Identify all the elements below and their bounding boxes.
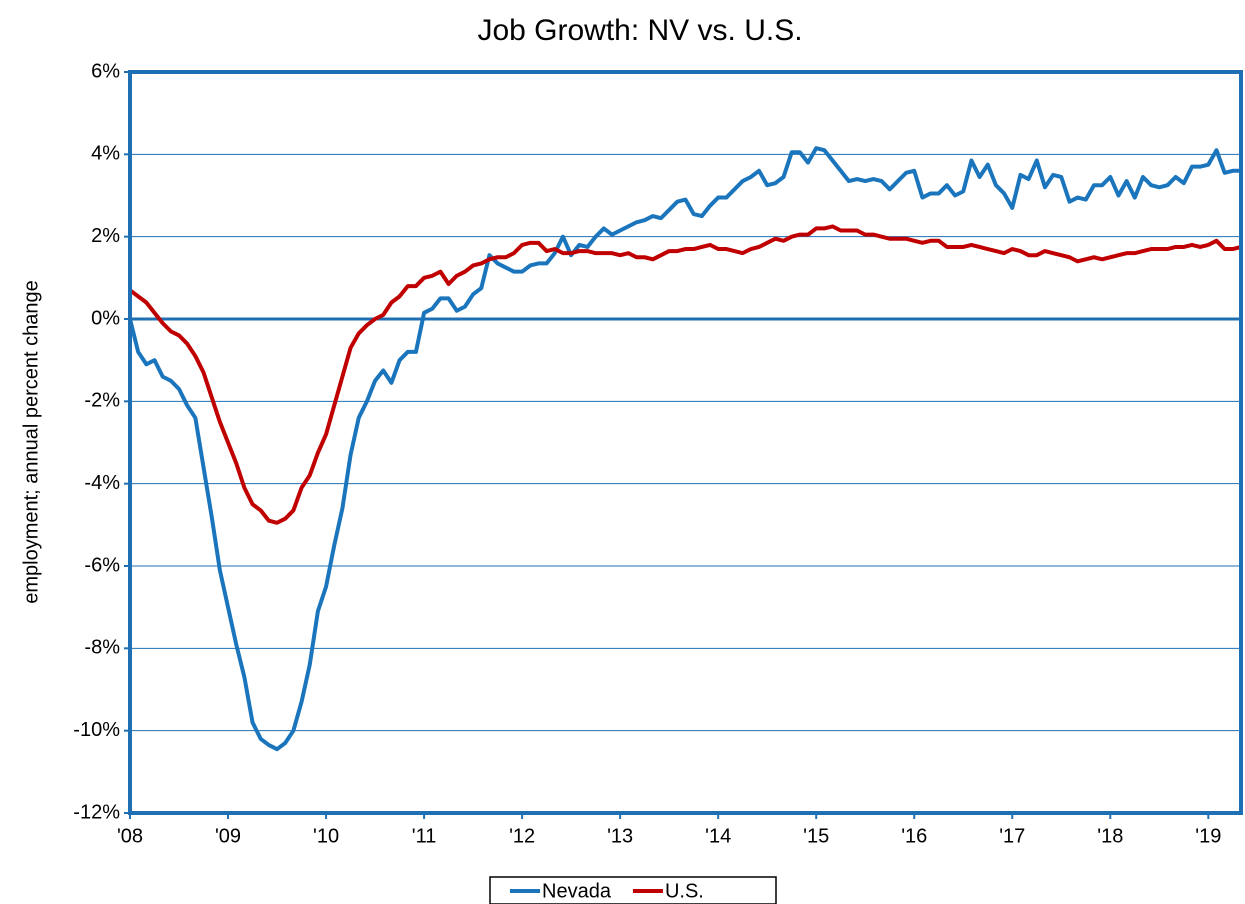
chart-title: Job Growth: NV vs. U.S. [477, 14, 802, 47]
x-tick-label: '13 [607, 825, 633, 847]
y-tick-label: -10% [73, 719, 120, 741]
plot-frame [128, 70, 1243, 815]
series-line [128, 146, 1241, 752]
legend-label: Nevada [542, 880, 612, 902]
x-tick-label: '16 [901, 825, 927, 847]
y-tick-label: 4% [91, 143, 120, 165]
x-tick-label: '10 [313, 825, 339, 847]
x-tick-label: '19 [1195, 825, 1221, 847]
y-tick-label: 0% [91, 307, 120, 329]
x-tick-label: '15 [803, 825, 829, 847]
legend-label: U.S. [665, 880, 704, 902]
x-tick-label: '11 [412, 825, 437, 847]
x-tick-label: '09 [215, 825, 241, 847]
y-tick-label: 2% [91, 225, 120, 247]
y-tick-label: 6% [91, 60, 120, 82]
y-axis-label: employment; annual percent change [20, 280, 42, 604]
y-tick-label: -6% [84, 554, 120, 576]
y-tick-label: -12% [73, 801, 120, 823]
x-tick-label: '08 [117, 825, 143, 847]
x-tick-label: '18 [1097, 825, 1123, 847]
series-line [128, 224, 1242, 525]
legend: Nevada U.S. [489, 876, 777, 904]
x-tick-label: '17 [999, 825, 1025, 847]
y-tick-label: -8% [84, 637, 120, 659]
x-tick-label: '12 [509, 825, 535, 847]
x-tick-label: '14 [705, 825, 731, 847]
y-tick-label: -2% [84, 390, 120, 412]
y-tick-label: -4% [84, 472, 120, 494]
